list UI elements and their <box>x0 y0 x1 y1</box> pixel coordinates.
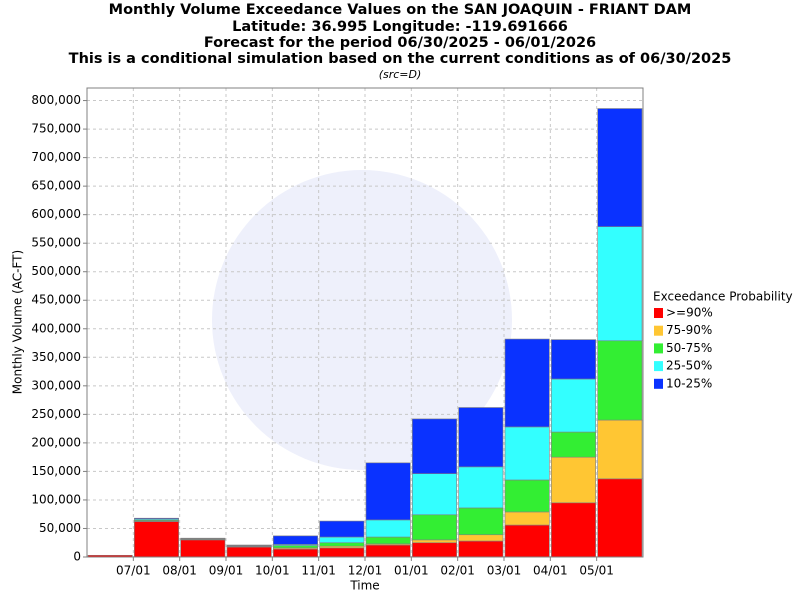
bar-segment <box>226 544 272 546</box>
bar-segment <box>412 473 457 516</box>
legend-swatch <box>654 361 663 372</box>
x-axis-label: Time <box>349 579 379 593</box>
bar-segment <box>597 478 643 558</box>
bar-segment <box>412 514 457 541</box>
bar-segment <box>319 542 365 547</box>
bar-segment <box>365 519 411 538</box>
bar-segment <box>180 537 226 540</box>
chart-title: Monthly Volume Exceedance Values on the … <box>109 2 692 18</box>
bar-segment <box>134 521 179 558</box>
bar-segment <box>504 511 550 526</box>
legend-title: Exceedance Probability <box>653 290 793 304</box>
bar-segment <box>504 479 550 513</box>
x-tick-label: 05/01 <box>579 564 614 578</box>
bar-segment <box>134 517 179 520</box>
bar-segment <box>365 536 411 545</box>
bar-segment <box>365 544 411 558</box>
bar-segment <box>597 340 643 421</box>
bar-segment <box>551 339 596 380</box>
y-tick-label: 650,000 <box>31 179 81 193</box>
plot-border <box>86 87 644 558</box>
bar-segment <box>319 547 365 558</box>
legend-swatch <box>654 325 663 336</box>
y-tick-label: 200,000 <box>31 435 81 449</box>
bar-segment <box>319 536 365 544</box>
y-tick-label: 250,000 <box>31 407 81 421</box>
y-tick-label: 600,000 <box>31 207 81 221</box>
x-tick-label: 11/01 <box>301 564 336 578</box>
y-tick-label: 300,000 <box>31 378 81 392</box>
y-tick-label: 500,000 <box>31 264 81 278</box>
legend-swatch <box>654 308 663 318</box>
bar-segment <box>551 502 596 558</box>
x-tick-label: 09/01 <box>209 564 244 578</box>
bar-segment <box>504 338 550 428</box>
x-tick-label: 08/01 <box>162 564 197 578</box>
bar-segment <box>273 545 318 549</box>
x-tick-label: 12/01 <box>348 564 383 578</box>
bar-segment <box>365 462 411 521</box>
x-tick-label: 01/01 <box>394 564 429 578</box>
legend-label: 50-75% <box>666 341 712 355</box>
y-tick-label: 100,000 <box>31 492 81 506</box>
bar-segment <box>551 456 596 504</box>
legend-label: >=90% <box>666 306 713 320</box>
chart-subtitle: Forecast for the period 06/30/2025 - 06/… <box>204 35 596 51</box>
x-tick-label: 03/01 <box>487 564 522 578</box>
x-tick-label: 02/01 <box>440 564 475 578</box>
bar-segment <box>597 108 643 227</box>
bar-segment <box>458 540 504 558</box>
bar-segment <box>226 546 272 558</box>
bar-segment <box>319 520 365 538</box>
legend-label: 10-25% <box>666 376 712 390</box>
legend-swatch <box>654 378 663 389</box>
chart-note: (src=D) <box>379 68 422 81</box>
bar-segment <box>551 378 596 433</box>
bar-segment <box>504 426 550 481</box>
chart-subtitle: Latitude: 36.995 Longitude: -119.691666 <box>232 19 568 35</box>
bar-segment <box>458 507 504 536</box>
watermark <box>212 170 512 470</box>
bar-segment <box>273 535 318 545</box>
y-tick-label: 550,000 <box>31 236 81 250</box>
bar-segment <box>458 407 504 468</box>
y-tick-label: 700,000 <box>31 150 81 164</box>
bar-segment <box>597 419 643 480</box>
legend-label: 75-90% <box>666 323 712 337</box>
bar-segment <box>597 226 643 342</box>
y-axis-label: Monthly Volume (AC-FT) <box>11 250 25 394</box>
y-tick-label: 0 <box>73 550 81 564</box>
bar-segment <box>551 431 596 458</box>
x-tick-label: 10/01 <box>255 564 290 578</box>
bar-segment <box>504 524 550 558</box>
bar-segment <box>458 466 504 509</box>
y-tick-label: 350,000 <box>31 350 81 364</box>
legend-swatch <box>654 343 663 354</box>
y-tick-label: 400,000 <box>31 321 81 335</box>
bar-segment <box>412 418 457 474</box>
y-tick-label: 800,000 <box>31 93 81 107</box>
bar-segment <box>412 539 457 544</box>
y-tick-label: 750,000 <box>31 122 81 136</box>
bar-segment <box>412 542 457 558</box>
bar-segment <box>273 548 318 558</box>
y-tick-label: 50,000 <box>39 521 81 535</box>
x-tick-label: 07/01 <box>116 564 151 578</box>
legend-label: 25-50% <box>666 359 712 373</box>
bar-segment <box>458 534 504 542</box>
y-tick-label: 450,000 <box>31 293 81 307</box>
y-tick-label: 150,000 <box>31 464 81 478</box>
chart-subtitle: This is a conditional simulation based o… <box>69 51 732 67</box>
bar-segment <box>180 539 226 558</box>
x-tick-label: 04/01 <box>533 564 568 578</box>
